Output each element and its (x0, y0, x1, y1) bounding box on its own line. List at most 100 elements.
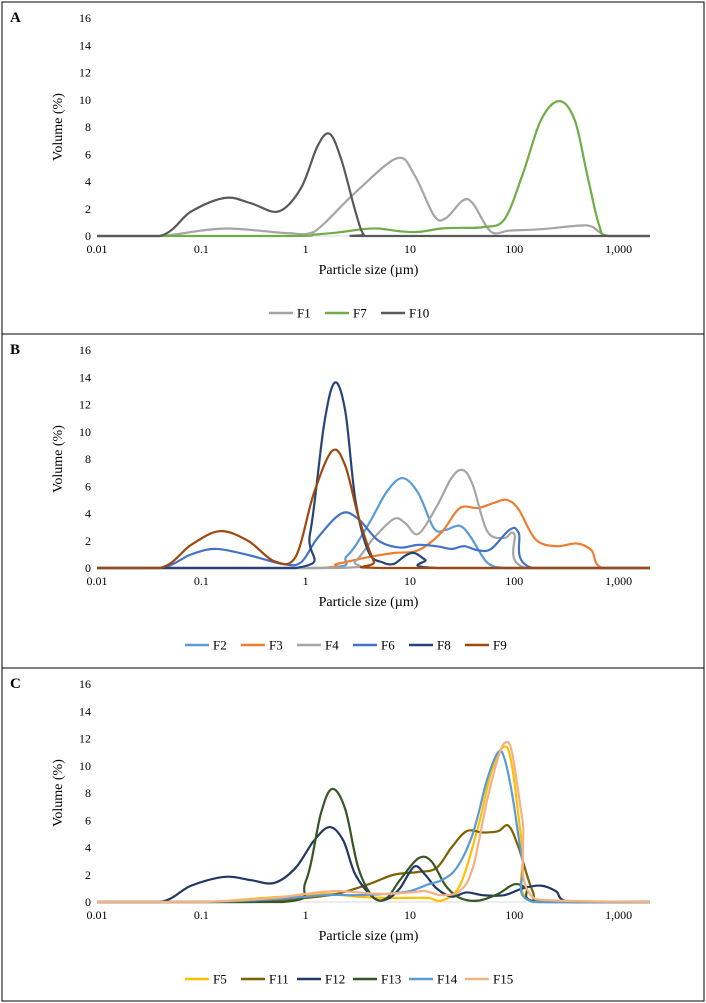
legend-label: F9 (493, 638, 507, 653)
series-line-f12 (96, 825, 650, 904)
y-tick-label: 2 (85, 202, 91, 216)
legend-label: F14 (437, 972, 458, 987)
legend-item-f3: F3 (241, 638, 283, 653)
y-tick-label: 16 (79, 11, 91, 25)
y-tick-label: 6 (85, 479, 91, 493)
x-tick-label: 1 (303, 574, 309, 588)
legend-label: F13 (381, 972, 401, 987)
legend-item-f2: F2 (185, 638, 227, 653)
y-tick-label: 4 (85, 175, 91, 189)
legend-label: F4 (325, 638, 339, 653)
legend-item-f9: F9 (465, 638, 507, 653)
x-tick-label: 100 (505, 574, 523, 588)
series-line-f6 (97, 511, 650, 570)
legend-item-f1: F1 (269, 306, 311, 321)
x-tick-label: 1,000 (605, 574, 632, 588)
y-tick-label: 12 (79, 398, 91, 412)
series-line-f13 (96, 787, 650, 904)
legend-label: F12 (325, 972, 345, 987)
y-tick-label: 10 (79, 759, 91, 773)
x-tick-label: 10 (404, 574, 416, 588)
series-line-f8 (97, 381, 650, 570)
y-tick-label: 10 (79, 93, 91, 107)
x-axis-title: Particle size (µm) (319, 263, 419, 278)
legend-item-f10: F10 (381, 306, 429, 321)
y-tick-label: 4 (85, 841, 91, 855)
panel-a: A 0 2 4 6 8 10 12 14 16 0.01 0.1 1 10 100 1,000 Particle… (1, 1, 705, 335)
x-tick-label: 0.01 (87, 908, 108, 922)
legend-item-f14: F14 (409, 972, 458, 987)
y-tick-label: 16 (79, 677, 91, 691)
panel-frame (1, 667, 705, 1002)
series-line-f15 (96, 740, 651, 904)
legend-label: F7 (353, 306, 367, 321)
y-tick-label: 14 (79, 38, 91, 52)
y-tick-label: 8 (85, 120, 91, 134)
x-tick-label: 1 (303, 242, 309, 256)
x-tick-label: 10 (404, 908, 416, 922)
y-tick-label: 0 (85, 229, 91, 243)
series-line-f3 (97, 498, 650, 570)
panel-frame (1, 1, 705, 335)
y-tick-label: 6 (85, 813, 91, 827)
x-tick-label: 1,000 (605, 908, 632, 922)
y-axis-title: Volume (%) (51, 425, 66, 493)
panel-letter: A (10, 10, 21, 26)
legend-label: F3 (269, 638, 283, 653)
y-tick-label: 2 (85, 534, 91, 548)
legend-label: F15 (493, 972, 513, 987)
series-line-f7 (97, 100, 650, 238)
panel-letter: B (10, 342, 20, 358)
y-tick-label: 6 (85, 147, 91, 161)
legend-item-f5: F5 (185, 972, 227, 987)
legend-item-f12: F12 (297, 972, 345, 987)
x-tick-label: 0.1 (194, 908, 209, 922)
panel-letter: C (10, 676, 21, 692)
y-tick-label: 12 (79, 732, 91, 746)
y-tick-label: 0 (85, 895, 91, 909)
x-tick-label: 0.01 (87, 574, 108, 588)
y-tick-label: 10 (79, 425, 91, 439)
legend-label: F5 (213, 972, 227, 987)
x-tick-label: 0.1 (194, 242, 209, 256)
y-tick-label: 12 (79, 66, 91, 80)
panel-c: C 0 2 4 6 8 10 12 14 16 0.01 0.1 1 10 100 1,000 Particle… (1, 667, 705, 1002)
y-tick-label: 14 (79, 370, 91, 384)
series-line-f9 (97, 448, 650, 570)
legend-label: F11 (269, 972, 289, 987)
y-tick-label: 14 (79, 704, 91, 718)
legend-label: F2 (213, 638, 227, 653)
y-axis-title: Volume (%) (51, 759, 66, 827)
legend-label: F6 (381, 638, 395, 653)
x-tick-label: 0.01 (87, 242, 108, 256)
panel-b: B 0 2 4 6 8 10 12 14 16 0.01 0.1 1 10 100 1,000 Particle… (1, 333, 705, 669)
x-tick-label: 10 (404, 242, 416, 256)
y-tick-label: 2 (85, 868, 91, 882)
series-line-f14 (96, 749, 650, 904)
y-tick-label: 4 (85, 507, 91, 521)
series-line-f4 (97, 468, 650, 570)
x-tick-label: 1 (303, 908, 309, 922)
legend-item-f11: F11 (241, 972, 289, 987)
series-line-f10 (97, 132, 650, 238)
legend-label: F1 (297, 306, 311, 321)
x-tick-label: 1,000 (605, 242, 632, 256)
panel-frame (1, 333, 705, 669)
legend-item-f7: F7 (325, 306, 367, 321)
series-line-f11 (96, 824, 650, 904)
legend-item-f6: F6 (353, 638, 395, 653)
y-tick-label: 8 (85, 452, 91, 466)
series-line-f5 (96, 745, 650, 904)
series-line-f1 (97, 156, 650, 238)
y-tick-label: 8 (85, 786, 91, 800)
legend-item-f8: F8 (409, 638, 451, 653)
y-tick-label: 16 (79, 343, 91, 357)
legend-item-f13: F13 (353, 972, 401, 987)
x-axis-title: Particle size (µm) (319, 595, 419, 610)
x-tick-label: 0.1 (194, 574, 209, 588)
y-axis-title: Volume (%) (51, 93, 66, 161)
legend-item-f15: F15 (465, 972, 513, 987)
legend-item-f4: F4 (297, 638, 339, 653)
legend-label: F8 (437, 638, 451, 653)
